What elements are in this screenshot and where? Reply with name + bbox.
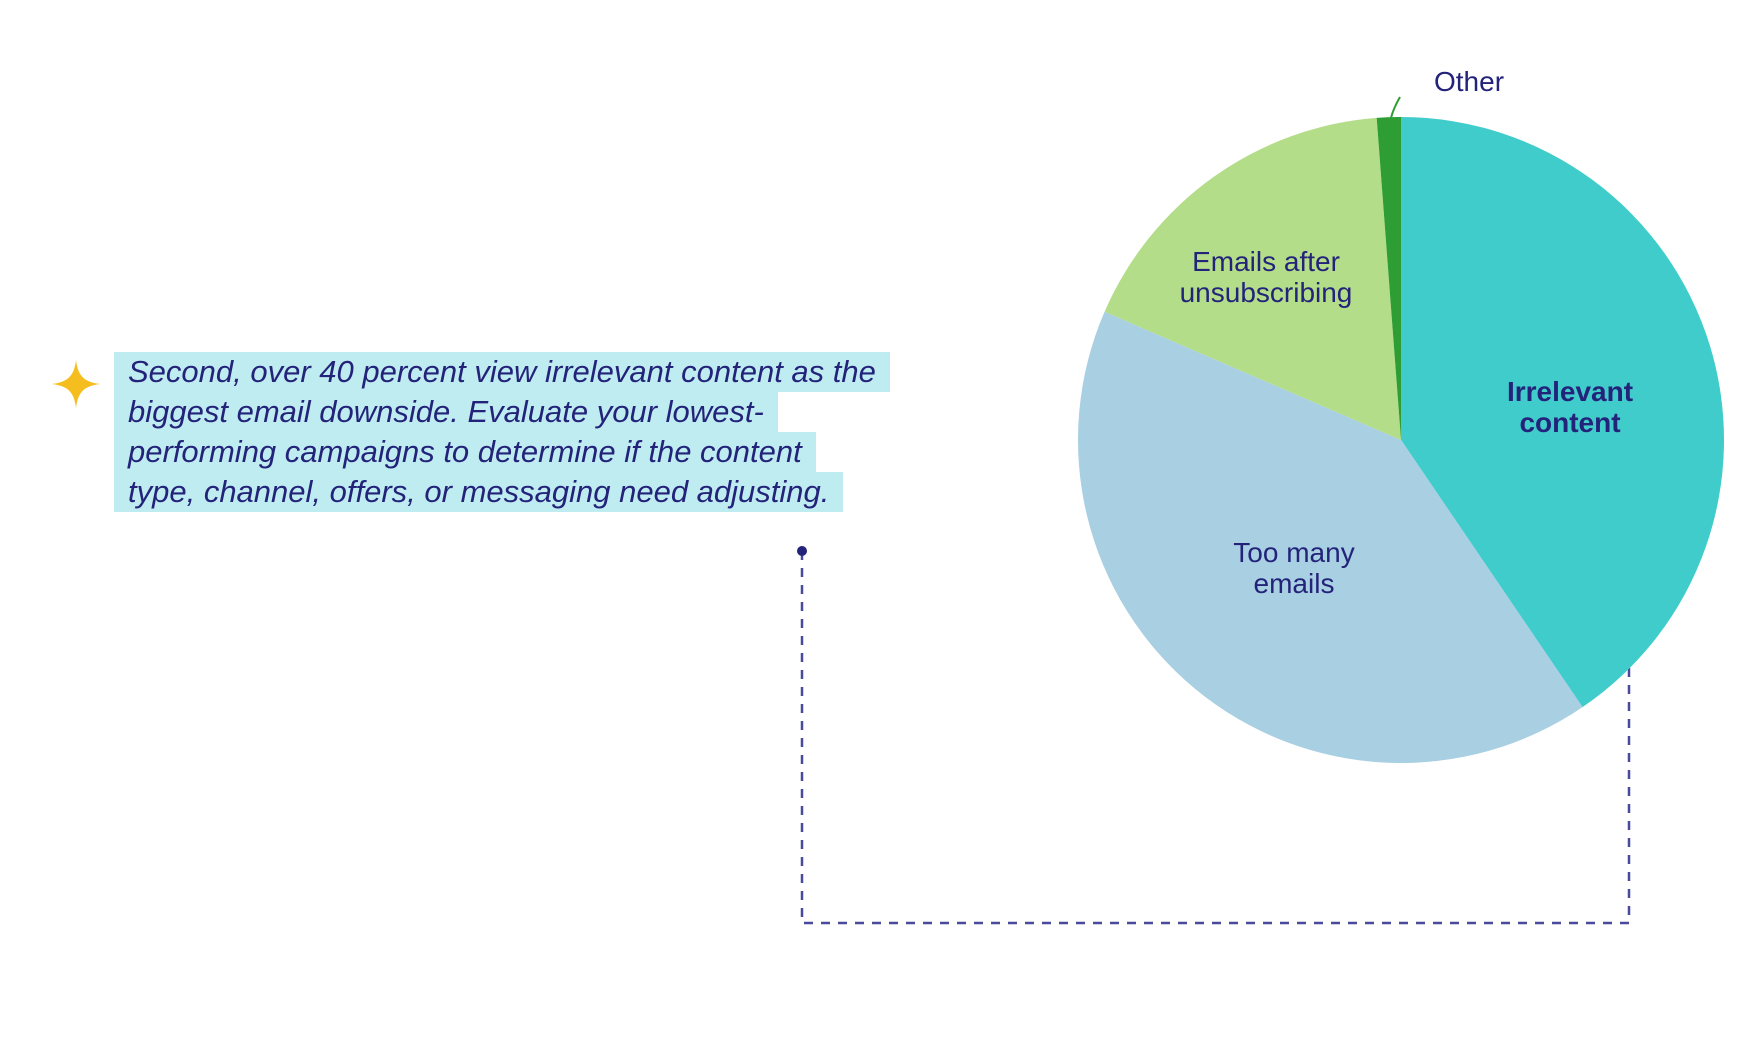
callout-line: type, channel, offers, or messaging need… xyxy=(114,472,844,512)
pie-slice-other xyxy=(1376,117,1401,440)
callout-line: performing campaigns to determine if the… xyxy=(114,432,816,472)
pie-label-other: Other xyxy=(1434,66,1504,97)
connector-start-dot xyxy=(797,546,807,556)
pie-slice-too-many-emails xyxy=(1078,311,1583,763)
pie-label-irrelevant-content: Irrelevant content xyxy=(1507,376,1633,438)
pie-slice-irrelevant-content xyxy=(1401,117,1725,708)
pie-label-emails-after-unsubscribing: Emails after unsubscribing xyxy=(1180,246,1353,308)
sparkle-star-icon xyxy=(52,360,100,408)
pie-slice-emails-after-unsubscribing xyxy=(1104,117,1401,441)
other-leader-line xyxy=(1390,96,1401,119)
connector-dashed-line xyxy=(800,551,1631,925)
callout-text: Second, over 40 percent view irrelevant … xyxy=(114,352,948,512)
callout-line: Second, over 40 percent view irrelevant … xyxy=(114,352,890,392)
pie-label-too-many-emails: Too many emails xyxy=(1233,537,1354,599)
callout-line: biggest email downside. Evaluate your lo… xyxy=(114,392,778,432)
